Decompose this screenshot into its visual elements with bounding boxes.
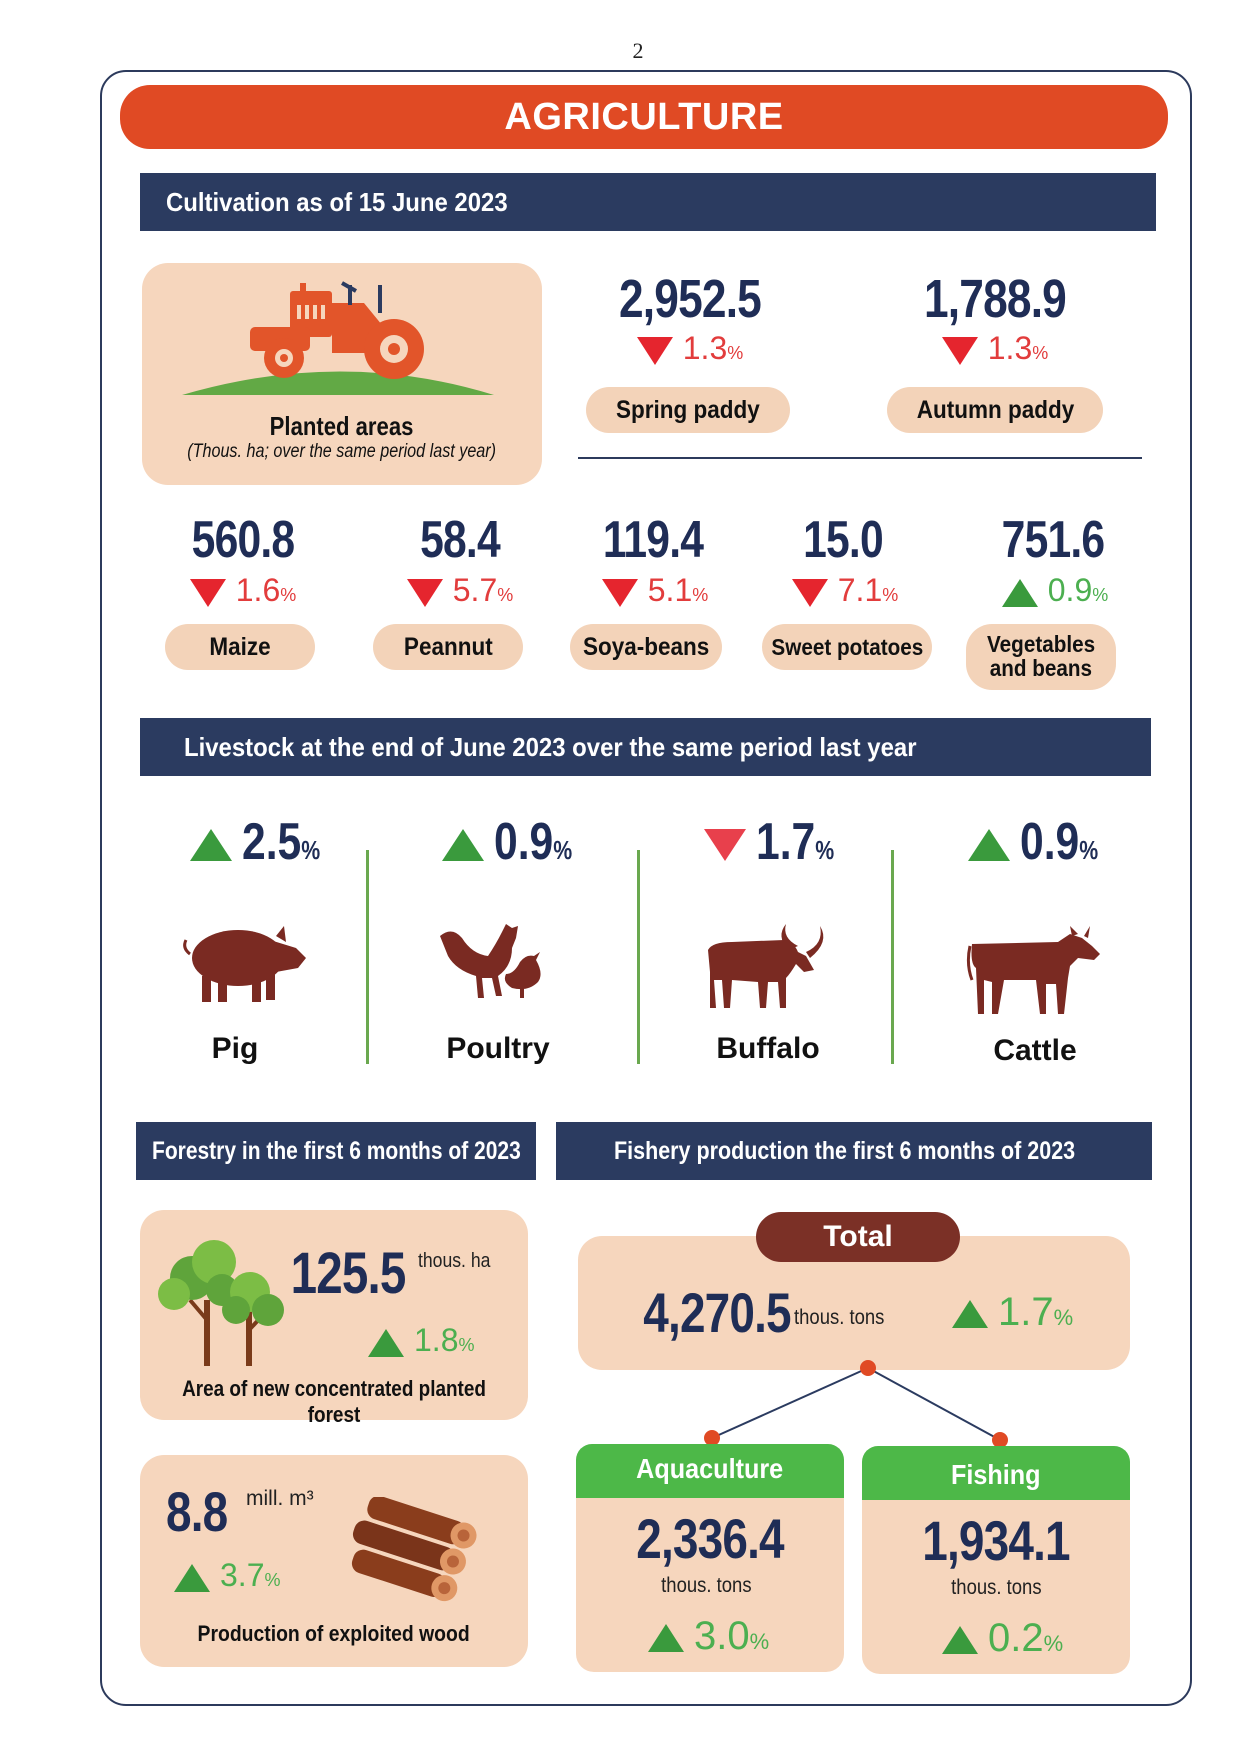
- wood-value: 8.8: [166, 1480, 228, 1543]
- fishery-total-change: 1.7%: [952, 1290, 1102, 1335]
- down-arrow-icon: [636, 336, 673, 365]
- buffalo-change: 1.7%: [704, 812, 864, 872]
- down-arrow-icon: [941, 336, 978, 365]
- up-arrow-icon: [174, 1563, 210, 1592]
- peanut-label: Peannut: [373, 624, 523, 670]
- vegetables-value: 751.6: [1001, 511, 1105, 569]
- buffalo-icon: [708, 924, 824, 1008]
- down-arrow-icon: [791, 578, 828, 607]
- pig-icon: [183, 926, 306, 1002]
- forest-area-unit: thous. ha: [418, 1250, 491, 1272]
- maize-label: Maize: [165, 624, 315, 670]
- tractor-icon: [182, 281, 494, 395]
- pig-label: Pig: [211, 1032, 259, 1065]
- fishing-unit: thous. tons: [950, 1576, 1042, 1599]
- peanut-change: 5.7%: [365, 572, 555, 609]
- fishing-value: 1,934.1: [922, 1509, 1070, 1572]
- poultry-icon: [440, 924, 541, 998]
- up-arrow-icon: [1001, 578, 1038, 607]
- fishery-total-label: Total: [756, 1212, 960, 1262]
- autumn-paddy-label: Autumn paddy: [887, 387, 1103, 433]
- soya-beans-value: 119.4: [602, 511, 704, 569]
- logs-icon: [351, 1497, 477, 1602]
- fishery-total-value: 4,270.5: [643, 1281, 791, 1344]
- down-arrow-icon: [406, 578, 443, 607]
- forestry-heading-text: Forestry in the first 6 months of 2023: [152, 1137, 521, 1165]
- buffalo-label: Buffalo: [716, 1032, 820, 1065]
- up-arrow-icon: [190, 829, 232, 862]
- autumn-paddy-change: 1.3%: [905, 330, 1085, 367]
- fishing-label: Fishing: [862, 1446, 1130, 1500]
- maize-value: 560.8: [191, 511, 295, 569]
- soya-beans-label: Soya-beans: [570, 624, 722, 670]
- forest-area-change: 1.8%: [368, 1322, 508, 1359]
- vegetables-change: 0.9%: [960, 572, 1150, 609]
- livestock-heading-text: Livestock at the end of June 2023 over t…: [184, 732, 917, 762]
- cattle-icon: [966, 926, 1100, 1014]
- up-arrow-icon: [442, 829, 484, 862]
- planted-areas-label: Planted areas: [270, 411, 414, 441]
- divider: [366, 850, 369, 1064]
- planted-areas-note: (Thous. ha; over the same period last ye…: [187, 441, 497, 462]
- fishery-heading: Fishery production the first 6 months of…: [556, 1122, 1152, 1180]
- wood-unit: mill. m³: [246, 1487, 314, 1510]
- forest-area-value: 125.5: [290, 1241, 407, 1306]
- divider: [637, 850, 640, 1064]
- up-arrow-icon: [968, 829, 1010, 862]
- up-arrow-icon: [952, 1300, 988, 1329]
- fishery-connector: [704, 1360, 1008, 1448]
- spring-paddy-value: 2,952.5: [618, 269, 762, 329]
- wood-label: Production of exploited wood: [197, 1621, 471, 1646]
- aquaculture-label: Aquaculture: [576, 1444, 844, 1498]
- peanut-value: 58.4: [420, 511, 501, 569]
- aquaculture-unit: thous. tons: [660, 1574, 752, 1597]
- fishery-total-unit: thous. tons: [794, 1306, 885, 1329]
- maize-change: 1.6%: [148, 572, 338, 609]
- aquaculture-value: 2,336.4: [636, 1507, 784, 1570]
- sweet-potatoes-change: 7.1%: [750, 572, 940, 609]
- up-arrow-icon: [942, 1626, 978, 1655]
- forest-area-label: Area of new concentrated planted forest: [182, 1376, 486, 1427]
- up-arrow-icon: [648, 1624, 684, 1653]
- cattle-change: 0.9%: [968, 812, 1128, 872]
- livestock-heading: Livestock at the end of June 2023 over t…: [140, 718, 1151, 776]
- down-arrow-icon: [601, 578, 638, 607]
- forestry-heading: Forestry in the first 6 months of 2023: [136, 1122, 536, 1180]
- up-arrow-icon: [368, 1328, 404, 1357]
- fishery-heading-text: Fishery production the first 6 months of…: [614, 1137, 1076, 1165]
- divider: [891, 850, 894, 1064]
- forest-area-card: 125.5 thous. ha 1.8% Area of new concent…: [140, 1210, 528, 1427]
- vegetables-label: Vegetables and beans: [966, 624, 1116, 690]
- content-frame: [100, 70, 1192, 1706]
- poultry-change: 0.9%: [442, 812, 602, 872]
- spring-paddy-change: 1.3%: [600, 330, 780, 367]
- page-title: AGRICULTURE: [120, 85, 1168, 149]
- autumn-paddy-value: 1,788.9: [923, 269, 1067, 329]
- sweet-potatoes-value: 15.0: [803, 511, 884, 569]
- down-arrow-icon: [189, 578, 226, 607]
- soya-beans-change: 5.1%: [560, 572, 750, 609]
- down-arrow-icon: [704, 829, 746, 862]
- poultry-label: Poultry: [446, 1032, 550, 1065]
- cattle-label: Cattle: [993, 1034, 1077, 1067]
- trees-icon: [158, 1240, 284, 1366]
- cultivation-heading-text: Cultivation as of 15 June 2023: [166, 187, 508, 217]
- wood-change: 3.7%: [174, 1557, 314, 1594]
- divider: [578, 457, 1142, 459]
- sweet-potatoes-label: Sweet potatoes: [762, 624, 932, 670]
- spring-paddy-label: Spring paddy: [586, 387, 790, 433]
- pig-change: 2.5%: [190, 812, 350, 872]
- fishing-change: 0.2%: [942, 1616, 1122, 1661]
- aquaculture-change: 3.0%: [648, 1614, 828, 1659]
- cultivation-heading: Cultivation as of 15 June 2023: [140, 173, 1156, 231]
- wood-card: 8.8 mill. m³ 3.7% Production of exploite…: [140, 1455, 528, 1667]
- planted-areas-card: Planted areas (Thous. ha; over the same …: [142, 263, 542, 485]
- page-number: 2: [632, 38, 644, 63]
